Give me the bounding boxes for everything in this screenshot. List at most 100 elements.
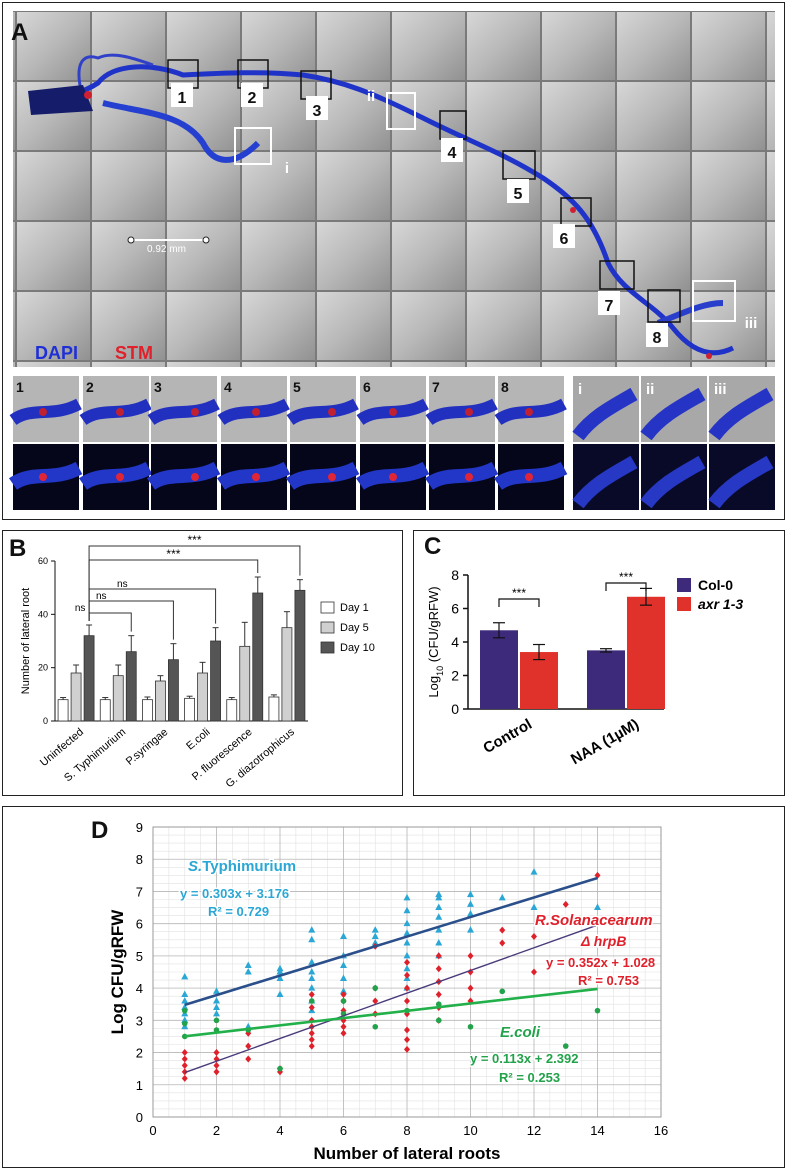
r2-r-solanacearum: R² = 0.753 xyxy=(578,973,639,988)
point-s-typhimurium xyxy=(403,939,411,946)
point-r-solanacearum xyxy=(435,952,442,960)
point-r-solanacearum xyxy=(340,991,347,999)
point-e-coli xyxy=(308,998,315,1004)
thumb-label-4: 4 xyxy=(224,379,232,395)
point-r-solanacearum xyxy=(404,1036,410,1044)
legend-label: axr 1-3 xyxy=(698,596,743,612)
panel-c: 0 2 4 6 8 Log10 (CFU/gRFW) Control *** NAA (1µM)… xyxy=(413,530,785,796)
point-r-solanacearum xyxy=(404,1026,410,1034)
bar-day-5 xyxy=(281,627,293,722)
point-s-typhimurium xyxy=(181,990,189,998)
bar-axr-1-3 xyxy=(520,652,558,709)
point-s-typhimurium xyxy=(435,939,443,946)
point-r-solanacearum xyxy=(404,958,410,966)
bar-day-5 xyxy=(70,672,82,722)
point-r-solanacearum xyxy=(340,1007,347,1015)
y-tick-label: 2 xyxy=(136,1046,143,1061)
point-s-typhimurium xyxy=(308,974,316,981)
point-e-coli xyxy=(372,985,379,991)
significance-bracket xyxy=(88,612,132,632)
significance-bracket xyxy=(498,598,540,607)
y-tick-label: 0 xyxy=(136,1110,143,1125)
point-s-typhimurium xyxy=(530,903,538,911)
point-s-typhimurium xyxy=(213,997,220,1004)
point-s-typhimurium xyxy=(181,1003,189,1010)
significance-label: *** xyxy=(187,533,201,547)
stm-spot xyxy=(570,207,576,213)
zoom-box-label-bg xyxy=(507,179,529,203)
equation-s-typhimurium: y = 0.303x + 3.176 xyxy=(180,886,289,901)
zoom-box-label-bg xyxy=(598,291,620,315)
point-e-coli xyxy=(181,1020,188,1027)
significance-label: *** xyxy=(619,570,633,584)
bar-col-0 xyxy=(587,650,625,709)
point-s-typhimurium xyxy=(340,987,347,994)
y-tick-label: 20 xyxy=(38,663,48,673)
panel-label-d: D xyxy=(91,817,109,844)
y-axis-label: Number of lateral root xyxy=(20,588,32,694)
point-s-typhimurium xyxy=(435,893,443,901)
thumb-label-1: 1 xyxy=(16,379,24,395)
zoom-box-label-bg xyxy=(306,96,328,120)
zoom-box-iii xyxy=(692,280,736,322)
x-tick-label: 0 xyxy=(149,1123,156,1138)
root-main xyxy=(32,64,735,356)
bar-day-10 xyxy=(83,635,95,722)
point-e-coli xyxy=(340,998,347,1004)
point-r-solanacearum xyxy=(181,1061,188,1069)
bar-day-10 xyxy=(168,659,179,722)
point-r-solanacearum xyxy=(340,1016,347,1024)
bar-day-1 xyxy=(99,699,111,722)
panel-b: 0 20 40 60 Number of lateral root Uninfected S… xyxy=(2,530,403,796)
point-r-solanacearum xyxy=(404,997,410,1005)
zoom-box-label-3: 3 xyxy=(313,103,322,120)
r2-s-typhimurium: R² = 0.729 xyxy=(208,904,269,919)
significance-label: ns xyxy=(96,591,107,602)
point-r-solanacearum xyxy=(308,1003,315,1011)
significance-label: ns xyxy=(117,579,128,590)
legend-swatch xyxy=(320,621,335,634)
zoom-box-label-7: 7 xyxy=(605,298,614,315)
point-s-typhimurium xyxy=(276,990,284,998)
series-label-s-typhimurium: S.Typhimurium xyxy=(188,858,296,875)
zoom-box-label-bg xyxy=(553,224,575,248)
point-s-typhimurium xyxy=(213,1003,220,1010)
bar-col-0 xyxy=(480,630,518,709)
point-r-solanacearum xyxy=(435,991,442,999)
zoom-box-label-8: 8 xyxy=(653,330,662,347)
significance-label: *** xyxy=(512,586,526,600)
stain-stm-label: STM xyxy=(115,343,153,363)
thumb-label-5: 5 xyxy=(293,379,301,395)
y-tick-label: 4 xyxy=(451,634,459,650)
point-s-typhimurium xyxy=(308,935,316,943)
significance-label: ns xyxy=(75,603,86,614)
zoom-box-label-bg xyxy=(441,138,463,162)
y-tick-label: 9 xyxy=(136,820,143,835)
point-s-typhimurium xyxy=(435,913,443,920)
point-r-solanacearum xyxy=(213,1068,220,1076)
x-tick-label: 16 xyxy=(654,1123,668,1138)
point-s-typhimurium xyxy=(371,932,379,940)
stm-spot xyxy=(706,353,712,359)
point-r-solanacearum xyxy=(245,1055,252,1063)
point-s-typhimurium xyxy=(594,903,601,911)
thumbnail-strip: 1 2 3 4 5 6 7 8 i ii iii xyxy=(8,376,775,510)
point-e-coli xyxy=(372,1023,379,1030)
thumb-label-3: 3 xyxy=(154,379,162,395)
thumb-label-8: 8 xyxy=(501,379,509,395)
point-e-coli xyxy=(181,1007,188,1014)
point-r-solanacearum xyxy=(499,926,506,934)
cfu-bar-chart: 0 2 4 6 8 Log10 (CFU/gRFW) Control *** NAA (1µM)… xyxy=(426,567,743,768)
point-e-coli xyxy=(435,1017,442,1024)
point-s-typhimurium xyxy=(371,926,379,933)
point-r-solanacearum xyxy=(435,965,442,973)
point-e-coli xyxy=(277,1065,283,1072)
thumb-label-ii: ii xyxy=(646,381,654,398)
y-tick-label: 3 xyxy=(136,1013,143,1028)
point-s-typhimurium xyxy=(435,903,443,911)
point-r-solanacearum xyxy=(531,968,537,976)
significance-bracket xyxy=(88,588,217,624)
